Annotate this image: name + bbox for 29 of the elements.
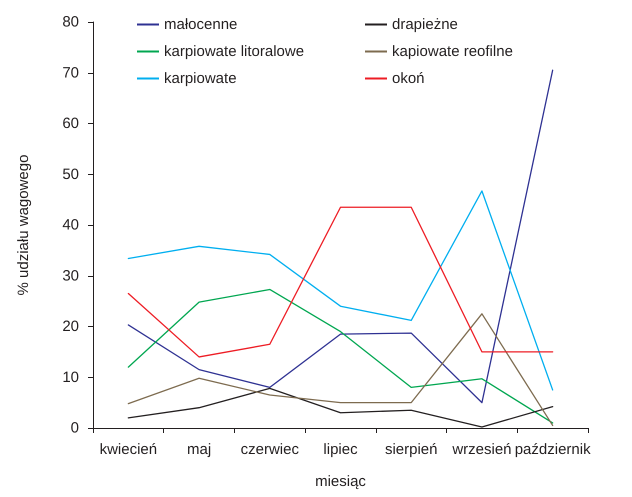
line-series (128, 190, 554, 391)
x-tick-label: czerwiec (240, 441, 300, 458)
legend-label: drapieżne (392, 16, 458, 33)
y-tick-label: 30 (62, 267, 79, 284)
line-series (128, 206, 554, 358)
y-tick-label: 0 (70, 420, 79, 436)
x-tick-label: wrzesień (451, 441, 512, 458)
y-tick-label: 20 (62, 318, 79, 335)
x-tick-label: kwiecień (100, 441, 158, 458)
legend-label: karpiowate (164, 70, 237, 87)
legend-label: okoń (392, 70, 425, 87)
y-tick-label: 10 (62, 368, 79, 386)
y-tick-label: 70 (62, 64, 79, 82)
legend-label: kapiowate reofilne (392, 43, 513, 60)
y-tick-label: 60 (62, 115, 79, 132)
x-axis-title: miesiąc (315, 473, 366, 490)
line-series (128, 313, 554, 426)
legend-label: małocenne (164, 16, 238, 33)
y-tick-label: 80 (62, 14, 79, 30)
x-tick-label: październik (514, 441, 592, 458)
x-tick-label: lipiec (323, 441, 358, 458)
x-tick-label: maj (186, 441, 212, 458)
legend-label: karpiowate litoralowe (164, 43, 304, 60)
y-axis-title: % udziału wagowego (15, 154, 32, 296)
y-tick-label: 40 (62, 216, 79, 234)
line-series (128, 70, 554, 404)
line-series (128, 288, 554, 424)
x-tick-label: sierpień (384, 441, 438, 458)
y-tick-label: 50 (62, 166, 79, 183)
